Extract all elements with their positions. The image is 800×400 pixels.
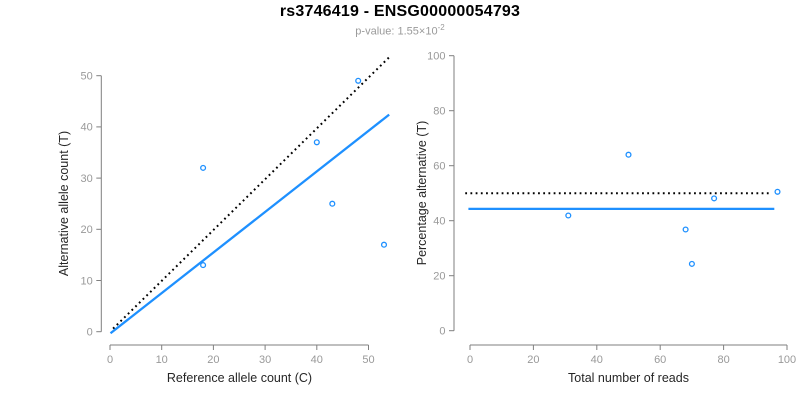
y-tick-label: 30 [81, 173, 93, 185]
x-tick-label: 20 [207, 354, 219, 366]
y-tick-label: 0 [87, 327, 93, 339]
data-point [711, 195, 718, 202]
data-point [329, 200, 336, 207]
data-point [355, 77, 362, 84]
x-tick-label: 30 [259, 354, 271, 366]
identity-line [112, 55, 391, 330]
data-point [380, 241, 388, 248]
left-scatter-panel: 0 10 20 30 40 50 0 10 20 30 40 50 Reference allele c… [57, 55, 391, 385]
chart-title: rs3746419 - ENSG00000054793 [279, 3, 521, 20]
y-axis-title: Alternative allele count (T) [57, 131, 71, 276]
y-tick-label: 50 [81, 71, 93, 83]
data-point [688, 260, 695, 267]
pvalue-text: p-value: 1.55×10 [355, 25, 438, 38]
x-tick-label: 100 [778, 354, 796, 366]
data-point [565, 212, 572, 219]
x-axis-title: Total number of reads [568, 371, 689, 385]
data-point [200, 164, 207, 171]
y-tick-label: 60 [433, 161, 445, 173]
x-tick-label: 80 [717, 354, 729, 366]
y-tick-label: 10 [81, 275, 93, 287]
y-tick-label: 80 [433, 106, 445, 118]
x-tick-label: 20 [527, 354, 539, 366]
y-tick-label: 40 [81, 122, 93, 134]
y-tick-label: 0 [439, 326, 445, 338]
data-point [682, 226, 689, 233]
x-tick-label: 60 [654, 354, 666, 366]
x-tick-label: 40 [311, 354, 323, 366]
figure-header: rs3746419 - ENSG00000054793 p-value: 1.5… [0, 3, 800, 38]
chart-subtitle: p-value: 1.55×10-2 [0, 23, 800, 38]
y-tick-label: 20 [81, 224, 93, 236]
pvalue-exponent: -2 [437, 23, 445, 32]
x-tick-label: 40 [591, 354, 603, 366]
y-axis-title: Percentage alternative (T) [415, 121, 429, 266]
data-point [313, 139, 320, 146]
x-tick-label: 10 [156, 354, 168, 366]
x-axis-title: Reference allele count (C) [167, 371, 312, 385]
data-point [200, 262, 207, 269]
right-scatter-panel: 0 20 40 60 80 100 0 20 40 60 80 100 Total number of … [415, 51, 796, 386]
x-tick-label: 50 [362, 354, 374, 366]
data-point [774, 188, 781, 195]
y-tick-label: 40 [433, 216, 445, 228]
data-point [625, 151, 632, 158]
x-tick-label: 0 [467, 354, 473, 366]
y-tick-label: 100 [427, 51, 445, 63]
y-tick-label: 20 [433, 271, 445, 283]
x-tick-label: 0 [107, 354, 113, 366]
fit-line [109, 113, 390, 335]
